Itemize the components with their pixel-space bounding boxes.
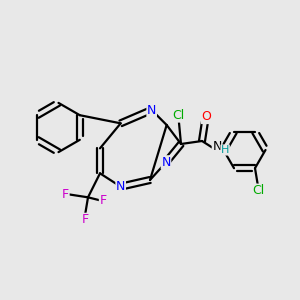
- Text: F: F: [99, 194, 106, 207]
- Text: O: O: [202, 110, 212, 124]
- Text: N: N: [161, 156, 171, 169]
- Text: H: H: [221, 145, 229, 155]
- Text: F: F: [81, 213, 88, 226]
- Text: N: N: [147, 103, 156, 116]
- Text: Cl: Cl: [252, 184, 264, 197]
- Text: F: F: [62, 188, 69, 201]
- Text: N: N: [212, 140, 222, 153]
- Text: N: N: [116, 180, 125, 193]
- Text: Cl: Cl: [172, 109, 185, 122]
